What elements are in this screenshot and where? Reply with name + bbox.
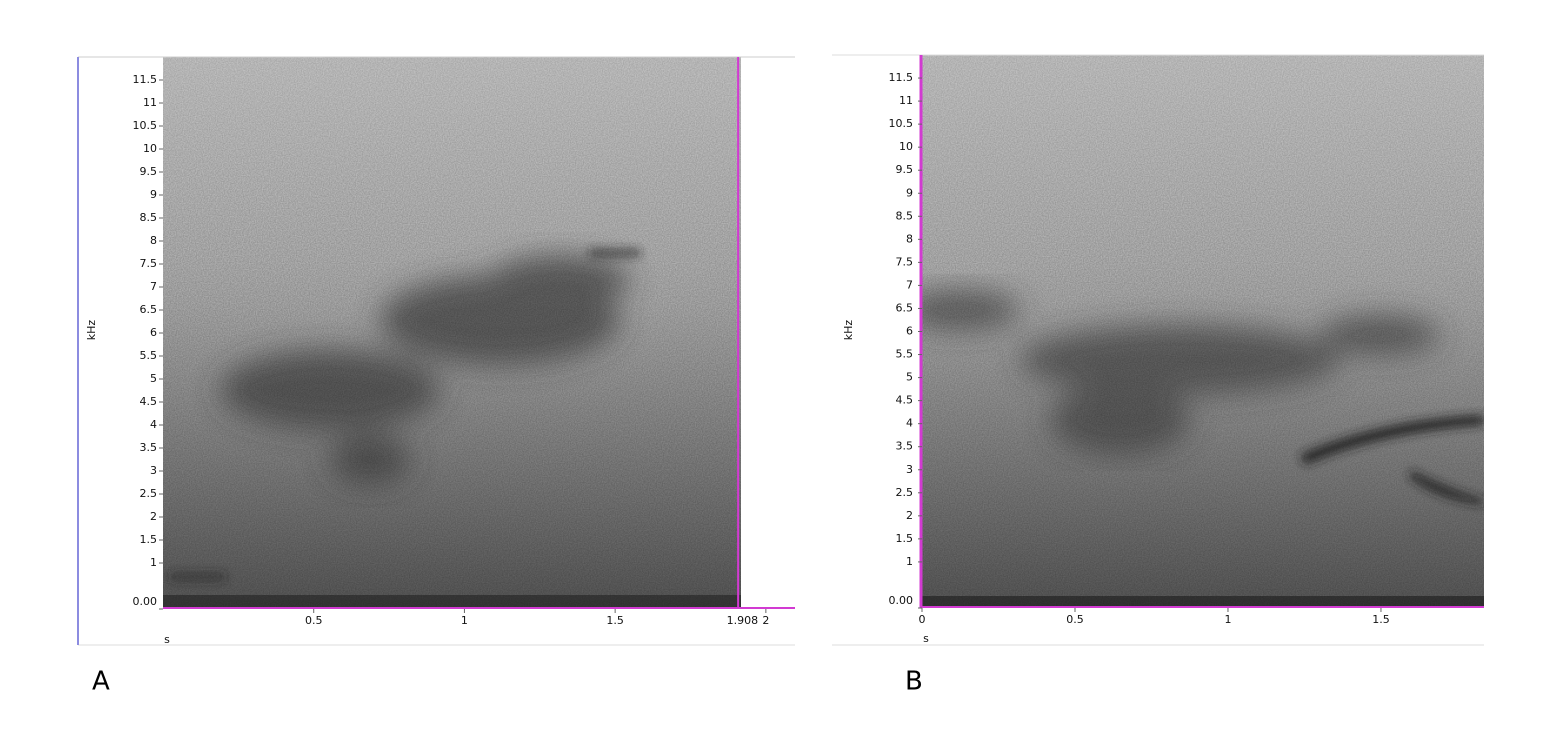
y-tick-label: 8.5 [896, 209, 914, 222]
x-tick-label: 1.5 [1372, 613, 1390, 626]
cursor-label: 1.908 [727, 614, 759, 627]
y-tick-label: 6 [906, 325, 913, 338]
y-tick-label: 9 [150, 188, 157, 201]
x-tick-label: 1 [1224, 613, 1231, 626]
y-tick-label: 11 [143, 96, 157, 109]
y-tick-label: 3.5 [140, 441, 158, 454]
y-tick-label: 1.5 [140, 533, 158, 546]
y-tick-label: 10.5 [889, 117, 914, 130]
y-tick-label: 9 [906, 186, 913, 199]
x-tick-label: 0.5 [1066, 613, 1084, 626]
panel-letter: B [905, 667, 923, 697]
y-tick-label: 3 [906, 463, 913, 476]
y-tick-label: 7 [906, 278, 913, 291]
y-tick-label: 8 [906, 232, 913, 245]
y-tick-label: 1 [150, 556, 157, 569]
y-tick-label: 2 [150, 510, 157, 523]
y-tick-label: 1 [906, 555, 913, 568]
y-tick-label: 9.5 [896, 163, 914, 176]
y-tick-label: 7.5 [896, 255, 914, 268]
panel-letter: A [92, 667, 110, 697]
y-axis-label: kHz [85, 320, 98, 341]
y-tick-label: 0.00 [133, 595, 158, 608]
y-tick-label: 2 [906, 509, 913, 522]
y-tick-label: 7.5 [140, 257, 158, 270]
y-tick-label: 4.5 [140, 395, 158, 408]
y-tick-label: 10 [899, 140, 913, 153]
y-tick-label: 6.5 [896, 301, 914, 314]
spectrogram-image [921, 55, 1484, 608]
y-tick-label: 4.5 [896, 394, 914, 407]
y-tick-label: 1.5 [896, 532, 914, 545]
y-tick-label: 8.5 [140, 211, 158, 224]
y-tick-label: 10.5 [133, 119, 158, 132]
y-tick-label: 11.5 [889, 71, 914, 84]
y-tick-label: 7 [150, 280, 157, 293]
y-tick-label: 4 [906, 417, 913, 430]
y-tick-label: 2.5 [896, 486, 914, 499]
y-tick-label: 11.5 [133, 73, 158, 86]
y-tick-label: 0.00 [889, 594, 914, 607]
y-tick-label: 5.5 [896, 348, 914, 361]
y-tick-label: 9.5 [140, 165, 158, 178]
y-tick-label: 6 [150, 326, 157, 339]
y-tick-label: 4 [150, 418, 157, 431]
y-tick-label: 5 [150, 372, 157, 385]
x-axis-label: s [164, 633, 170, 646]
x-tick-label: 1.5 [606, 614, 624, 627]
y-tick-label: 10 [143, 142, 157, 155]
spectrogram-image [163, 57, 741, 607]
x-tick-label: 0.5 [305, 614, 323, 627]
y-tick-label: 5 [906, 371, 913, 384]
x-tick-label: 1 [461, 614, 468, 627]
y-tick-label: 3 [150, 464, 157, 477]
x-tick-label: 0 [919, 613, 926, 626]
y-tick-label: 8 [150, 234, 157, 247]
y-tick-label: 3.5 [896, 440, 914, 453]
y-tick-label: 11 [899, 94, 913, 107]
x-tick-label: 2 [762, 614, 769, 627]
y-tick-label: 5.5 [140, 349, 158, 362]
y-axis-label: kHz [842, 320, 855, 341]
x-axis-label: s [923, 632, 929, 645]
y-tick-label: 6.5 [140, 303, 158, 316]
y-tick-label: 2.5 [140, 487, 158, 500]
